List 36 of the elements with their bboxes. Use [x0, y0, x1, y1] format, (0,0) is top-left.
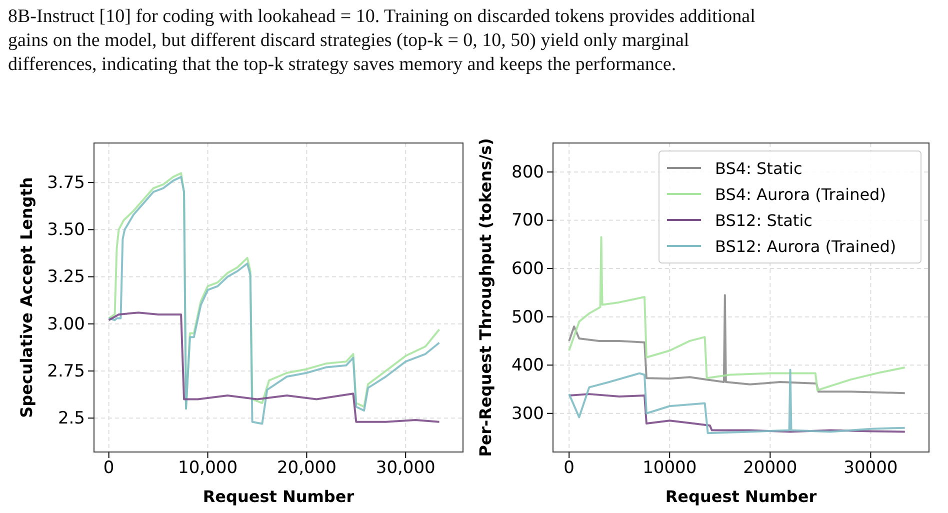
- text: differences, indicating that the top-k strategy saves memory and keeps the performance.: [8, 54, 676, 75]
- legend-label: BS12: Aurora (Trained): [715, 237, 896, 256]
- line-series: [568, 236, 906, 392]
- line-series: [568, 368, 906, 434]
- y-tick-label: 600: [512, 258, 544, 279]
- text: gains on the model, but different discard strategies (top-k = 0, 10, 50) yield only marginal: [8, 30, 690, 51]
- x-tick-label: 0: [103, 458, 114, 478]
- y-tick-label: 300: [512, 404, 544, 424]
- y-tick-label: 2.75: [47, 361, 85, 382]
- legend-label: BS4: Aurora (Trained): [715, 185, 886, 204]
- y-tick-label: 700: [512, 210, 544, 231]
- y-tick-label: 3.75: [47, 173, 85, 194]
- x-axis-title: Request Number: [665, 487, 817, 506]
- x-tick-label: 30,000: [376, 458, 436, 478]
- x-tick-label: 10,000: [178, 458, 238, 478]
- line-series: [568, 393, 906, 433]
- x-tick-label: 10000: [642, 458, 697, 478]
- y-tick-label: 500: [512, 307, 544, 328]
- line-series: [568, 294, 906, 394]
- y-tick-label: 2.5: [58, 408, 85, 429]
- y-tick-label: 3.25: [47, 267, 85, 288]
- x-tick-label: 30000: [844, 458, 898, 478]
- y-tick-label: 3.00: [47, 314, 85, 334]
- x-tick-label: 0: [564, 458, 574, 478]
- y-tick-label: 800: [512, 162, 544, 182]
- x-tick-label: 20,000: [276, 458, 336, 478]
- legend-label: BS4: Static: [715, 159, 802, 178]
- y-tick-label: 3.50: [47, 220, 85, 240]
- x-tick-label: 20000: [743, 458, 798, 478]
- y-tick-label: 400: [512, 356, 544, 376]
- y-axis-title: Speculative Accept Length: [17, 177, 36, 418]
- legend-label: BS12: Static: [715, 211, 812, 230]
- text: 8B-Instruct [10] for coding with lookahead = 10. Training on discarded tokens provides additional: [8, 6, 756, 27]
- x-axis-title: Request Number: [202, 487, 354, 506]
- y-axis-title: Per-Request Throughput (tokens/s): [476, 138, 495, 457]
- line-series: [108, 312, 440, 423]
